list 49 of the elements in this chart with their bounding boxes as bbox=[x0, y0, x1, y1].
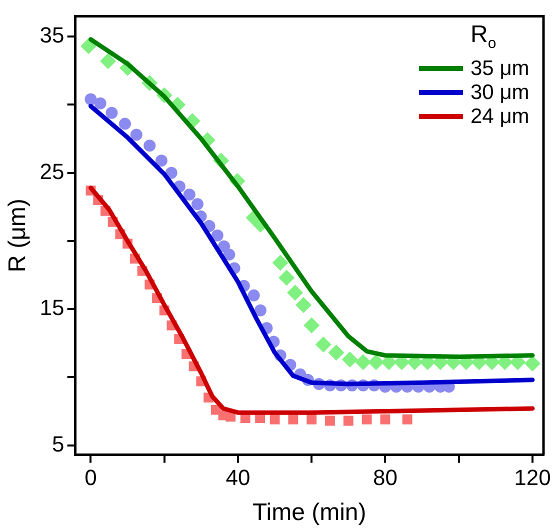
point bbox=[272, 254, 288, 271]
point bbox=[402, 414, 412, 424]
point bbox=[106, 106, 118, 119]
point bbox=[355, 354, 372, 370]
point bbox=[306, 414, 317, 424]
point bbox=[380, 414, 390, 424]
point bbox=[328, 344, 344, 361]
point bbox=[130, 128, 142, 141]
point bbox=[211, 230, 224, 242]
x-tick-label: 120 bbox=[514, 465, 551, 490]
y-tick-label: 5 bbox=[52, 431, 64, 456]
point bbox=[278, 270, 295, 286]
point bbox=[223, 248, 236, 261]
point bbox=[118, 118, 131, 130]
point bbox=[288, 414, 298, 424]
legend-label: 24 μm bbox=[470, 104, 530, 129]
point bbox=[287, 284, 304, 301]
y-axis-title: R (μm) bbox=[4, 198, 32, 272]
point bbox=[362, 414, 372, 424]
x-tick-label: 40 bbox=[226, 465, 250, 490]
y-tick-label: 15 bbox=[40, 295, 64, 320]
point bbox=[270, 414, 280, 424]
legend-label: 35 μm bbox=[470, 56, 530, 81]
point bbox=[191, 198, 204, 210]
point bbox=[248, 289, 260, 302]
point bbox=[94, 97, 106, 110]
point bbox=[84, 93, 97, 106]
point bbox=[304, 317, 320, 334]
point bbox=[295, 296, 312, 313]
point bbox=[368, 354, 384, 370]
point bbox=[315, 336, 332, 352]
x-axis-title: Time (min) bbox=[252, 499, 366, 526]
x-tick-label: 80 bbox=[372, 465, 398, 490]
point bbox=[165, 166, 178, 179]
legend-label: 30 μm bbox=[470, 80, 530, 105]
y-tick-label: 35 bbox=[40, 22, 64, 48]
point bbox=[144, 140, 156, 152]
point bbox=[343, 416, 354, 426]
y-tick-label: 25 bbox=[40, 158, 64, 184]
legend-title: R$_{o}$ bbox=[470, 21, 498, 54]
point bbox=[342, 351, 358, 368]
x-tick-label: 0 bbox=[84, 465, 97, 490]
point bbox=[524, 356, 540, 372]
point bbox=[254, 304, 266, 316]
point bbox=[80, 38, 97, 54]
point bbox=[100, 53, 116, 70]
point bbox=[183, 188, 196, 201]
point bbox=[155, 154, 168, 167]
point bbox=[325, 416, 335, 426]
